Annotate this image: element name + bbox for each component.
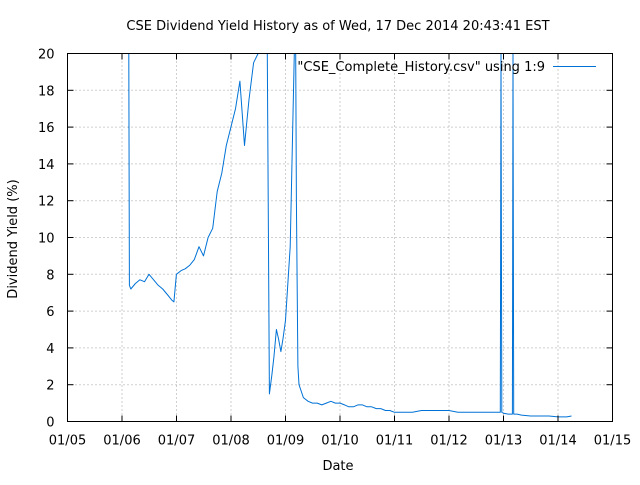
x-tick-label: 01/08 xyxy=(212,434,249,449)
y-tick-label: 0 xyxy=(46,416,54,431)
grid xyxy=(67,53,613,422)
y-tick-label: 4 xyxy=(46,342,54,357)
x-tick-label: 01/12 xyxy=(430,434,467,449)
y-tick-label: 20 xyxy=(38,48,55,63)
plot-area xyxy=(128,53,572,418)
axis-ticks xyxy=(67,53,613,422)
y-tick-label: 18 xyxy=(38,84,55,99)
legend: "CSE_Complete_History.csv" using 1:9 xyxy=(297,60,596,75)
y-axis-tick-labels: 0 2 4 6 8 10 12 14 16 18 20 xyxy=(38,48,55,431)
legend-entry-label: "CSE_Complete_History.csv" using 1:9 xyxy=(297,60,545,75)
x-tick-label: 01/11 xyxy=(376,434,413,449)
x-tick-label: 01/14 xyxy=(539,434,576,449)
x-tick-label: 01/05 xyxy=(49,434,86,449)
x-tick-label: 01/06 xyxy=(103,434,140,449)
x-tick-label: 01/09 xyxy=(267,434,304,449)
x-tick-label: 01/10 xyxy=(321,434,358,449)
x-tick-label: 01/13 xyxy=(485,434,522,449)
y-tick-label: 14 xyxy=(38,158,55,173)
y-tick-label: 6 xyxy=(46,305,54,320)
y-tick-label: 12 xyxy=(38,195,55,210)
x-tick-label: 01/07 xyxy=(158,434,195,449)
series-line xyxy=(128,53,572,418)
x-axis-label: Date xyxy=(322,459,353,474)
y-tick-label: 8 xyxy=(46,268,54,283)
x-tick-label: 01/15 xyxy=(594,434,631,449)
x-axis-tick-labels: 01/05 01/06 01/07 01/08 01/09 01/10 01/11 01/12… xyxy=(49,434,631,449)
y-tick-label: 16 xyxy=(38,121,55,136)
y-tick-label: 2 xyxy=(46,379,54,394)
y-tick-label: 10 xyxy=(38,232,55,247)
y-axis-label: Dividend Yield (%) xyxy=(6,179,21,298)
chart-title: CSE Dividend Yield History as of Wed, 17… xyxy=(126,19,549,34)
